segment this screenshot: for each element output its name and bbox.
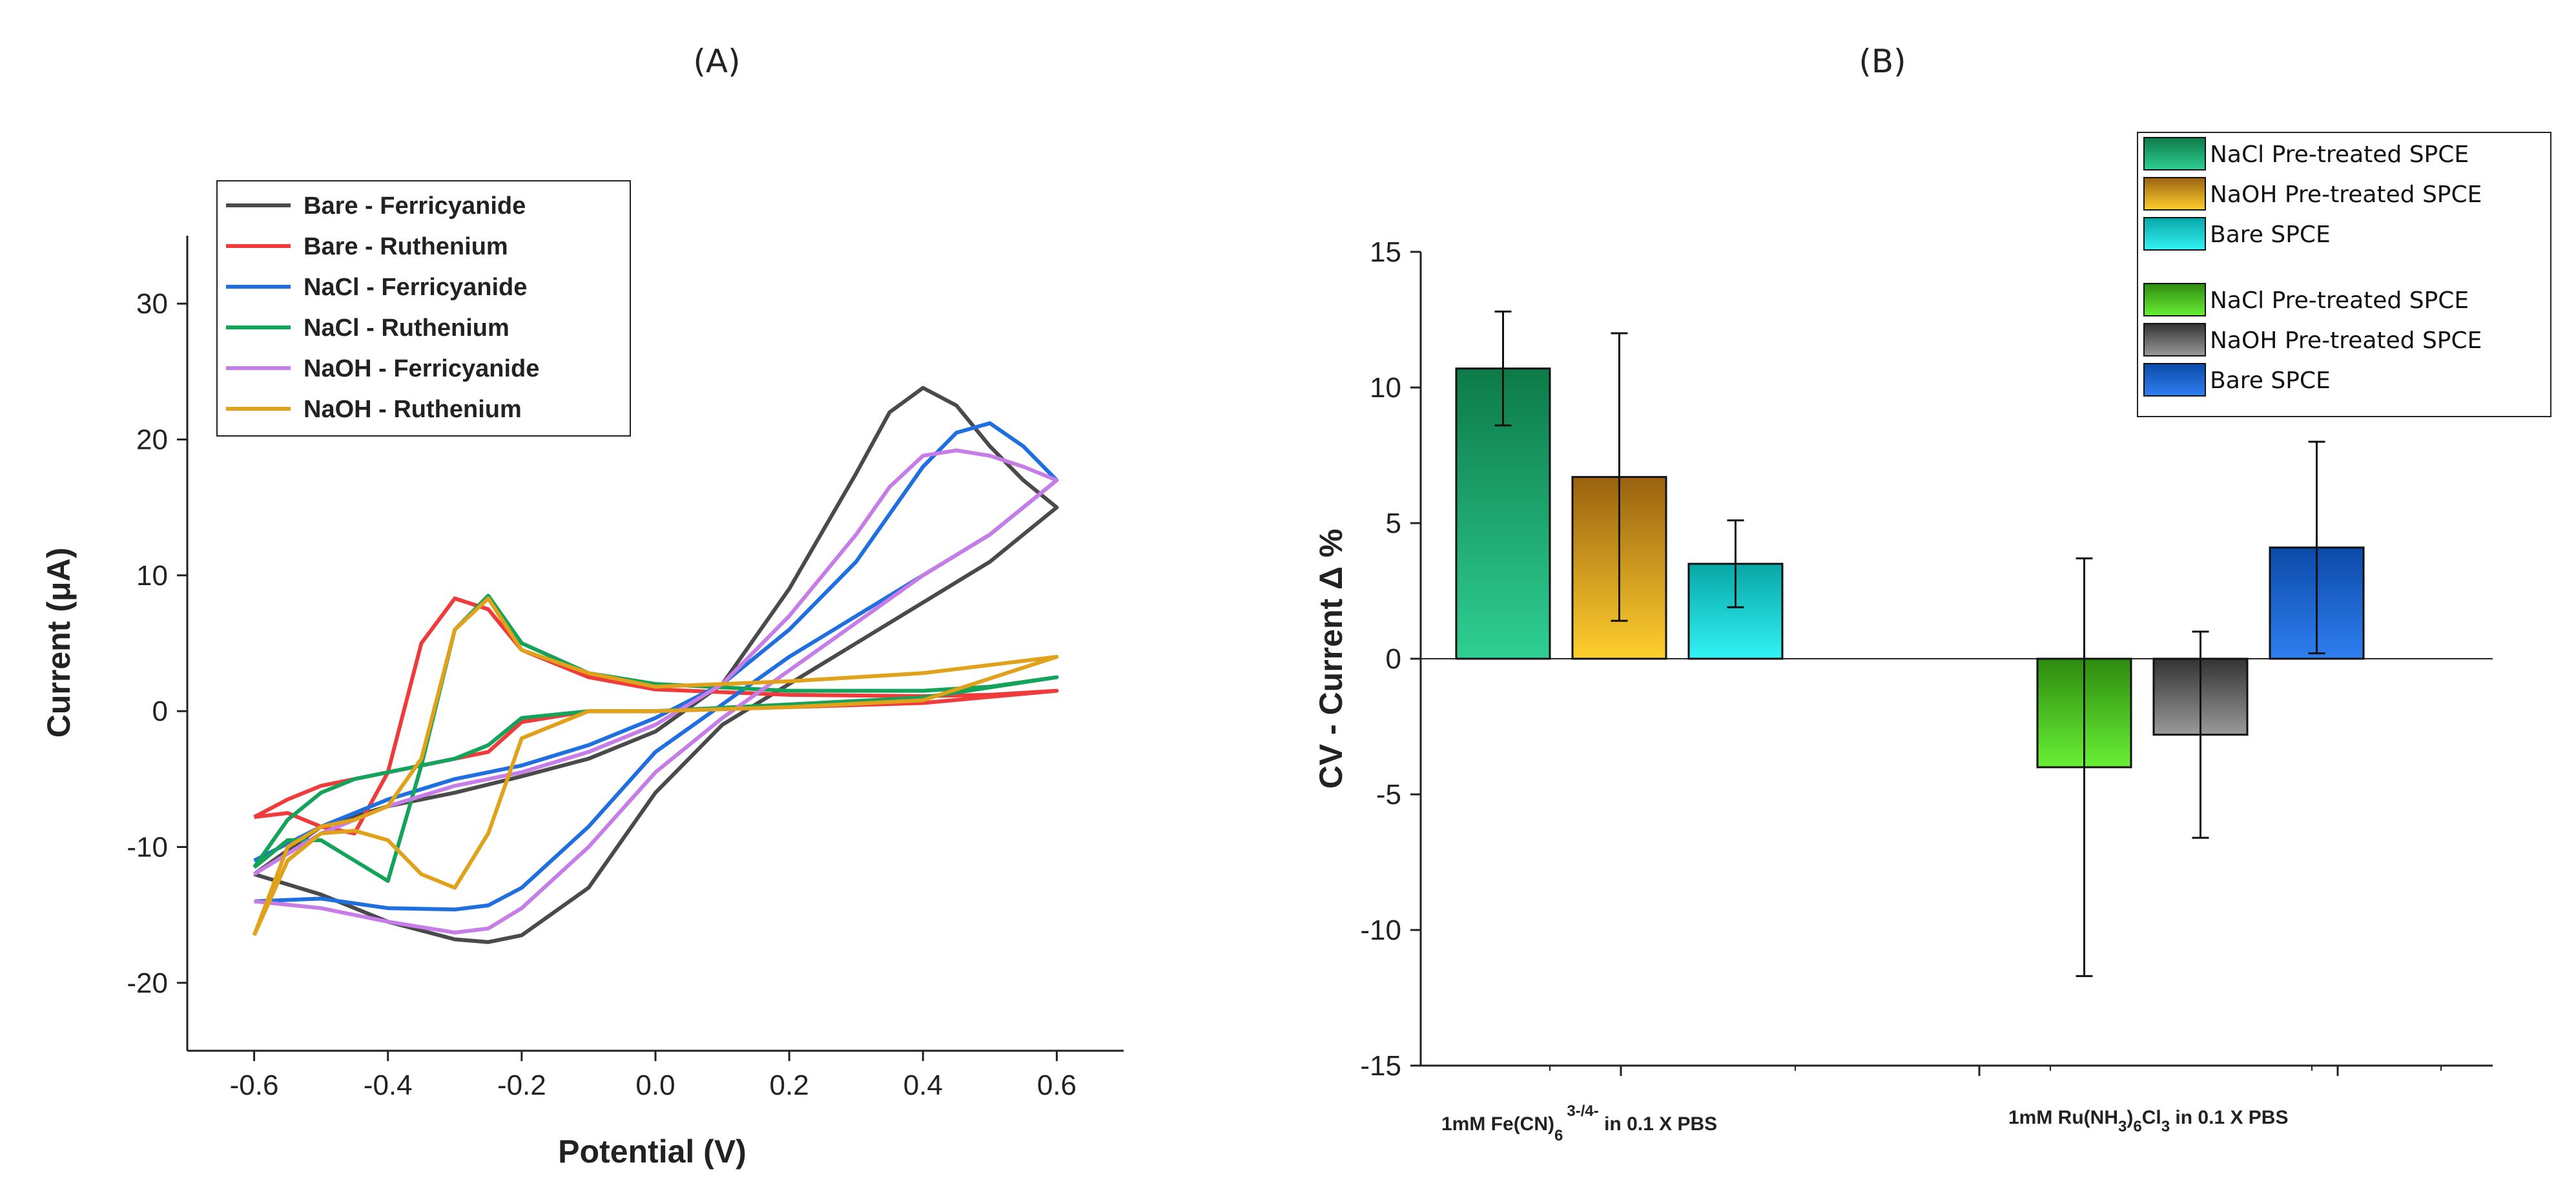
- cv-legend-label: Bare - Ruthenium: [304, 233, 508, 260]
- cv-legend-label: NaOH - Ferricyanide: [304, 355, 539, 382]
- cv-y-tick-label: 30: [136, 288, 168, 320]
- bar-legend-label: NaCl Pre-treated SPCE: [2210, 287, 2469, 314]
- cv-series-line-4: [252, 594, 1059, 883]
- bar-legend-label: NaCl Pre-treated SPCE: [2210, 141, 2469, 168]
- bar-y-axis-title: CV - Current Δ %: [1313, 529, 1349, 789]
- bar-y-tick-label: -15: [1360, 1050, 1401, 1082]
- cv-y-tick-label: -20: [127, 967, 168, 999]
- cv-x-tick-label: 0.6: [1037, 1069, 1077, 1101]
- bar-legend-swatch: [2143, 283, 2206, 316]
- bar-legend-swatch: [2143, 137, 2206, 170]
- bar-legend-label: NaOH Pre-treated SPCE: [2210, 327, 2482, 354]
- cv-y-tick-label: 20: [136, 424, 168, 456]
- cv-series-line-1: [252, 386, 1059, 944]
- cv-x-axis-title: Potential (V): [558, 1133, 747, 1170]
- bar-legend-label: NaOH Pre-treated SPCE: [2210, 181, 2482, 208]
- bar-legend-swatch: [2143, 177, 2206, 211]
- bar-category-label-2: 1mM Ru(NH3)6Cl3 in 0.1 X PBS: [2008, 1107, 2288, 1135]
- bar-y-tick-label: 0: [1386, 643, 1401, 675]
- panel-b-label: (B): [1859, 43, 1906, 80]
- bar-legend: NaCl Pre-treated SPCE NaOH Pre-treated SP…: [2137, 132, 2551, 417]
- bar-plot: -15 -10 -5 0 5 10 15 CV - Current Δ % 1mM Fe(C…: [1313, 132, 2551, 1144]
- bar-y-tick-label: 5: [1386, 508, 1401, 539]
- bar-y-tick-label: -10: [1360, 914, 1401, 946]
- bar-y-tick-label: 15: [1370, 236, 1401, 268]
- cv-x-tick-label: -0.2: [497, 1069, 546, 1101]
- cv-x-tick-label: 0.2: [770, 1069, 809, 1101]
- cv-legend-label: NaOH - Ruthenium: [304, 396, 522, 423]
- bar-y-tick-label: -5: [1376, 779, 1401, 811]
- bar-category-label-1: 1mM Fe(CN)63-/4- in 0.1 X PBS: [1441, 1102, 1717, 1144]
- cv-legend-label: Bare - Ferricyanide: [304, 192, 526, 220]
- cv-legend-label: NaCl - Ferricyanide: [304, 274, 527, 301]
- bar-legend-label: Bare SPCE: [2210, 222, 2331, 248]
- cv-y-tick-label: 10: [136, 560, 168, 592]
- bar-y-tick-label: 10: [1370, 372, 1401, 404]
- bar-legend-box: [2137, 132, 2551, 417]
- cv-y-tick-label: -10: [127, 832, 168, 863]
- cv-legend-box: [216, 180, 631, 437]
- cv-legend-label: NaCl - Ruthenium: [304, 315, 510, 342]
- cv-series-line-5: [253, 448, 1059, 935]
- cv-x-tick-label: -0.6: [230, 1069, 279, 1101]
- cv-plot: -0.6 -0.4 -0.2 0.0 0.2 0.4 0.6 -20 -10 0 10 20 30 Cu…: [41, 180, 1124, 1170]
- bar-legend-swatch: [2143, 323, 2206, 356]
- cv-x-tick-label: 0.4: [903, 1069, 943, 1101]
- cv-y-axis-title: Current (μA): [41, 548, 77, 738]
- bar-legend-label: Bare SPCE: [2210, 367, 2331, 394]
- panel-a-label: (A): [693, 43, 740, 80]
- bar-legend-swatch: [2143, 363, 2206, 397]
- bar-legend-swatch: [2143, 217, 2206, 251]
- cv-series-line-6: [252, 596, 1059, 936]
- cv-x-tick-label: 0.0: [635, 1069, 675, 1101]
- cv-series-line-3: [253, 421, 1059, 912]
- cv-x-tick-label: -0.4: [364, 1069, 413, 1101]
- cv-y-tick-label: 0: [152, 696, 168, 727]
- cv-legend: Bare - Ferricyanide Bare - Ruthenium NaCl …: [216, 180, 631, 437]
